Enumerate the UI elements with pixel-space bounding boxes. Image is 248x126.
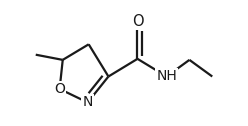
Text: O: O [54, 82, 65, 96]
Text: O: O [132, 14, 143, 29]
Text: N: N [83, 96, 93, 109]
Text: NH: NH [156, 70, 177, 84]
